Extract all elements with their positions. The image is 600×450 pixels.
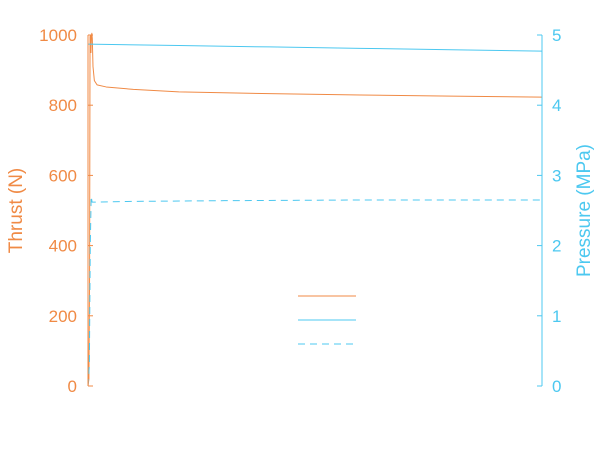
right-tick-label: 0 xyxy=(552,377,561,396)
left-axis: 0 200 400 600 800 1000 xyxy=(39,26,93,396)
left-tick-label: 800 xyxy=(49,96,77,115)
series-line-3 xyxy=(87,195,542,387)
series-line-1 xyxy=(87,32,543,387)
right-tick-label: 5 xyxy=(552,26,561,45)
left-tick-label: 1000 xyxy=(39,26,77,45)
right-tick-label: 4 xyxy=(552,96,561,115)
series-line-2 xyxy=(87,43,543,52)
right-axis-title: Pressure (MPa) xyxy=(574,144,595,277)
right-tick-label: 2 xyxy=(552,237,561,256)
right-axis: 0 1 2 3 4 5 xyxy=(537,26,561,396)
left-tick-label: 200 xyxy=(49,307,77,326)
right-tick-label: 3 xyxy=(552,166,561,185)
legend xyxy=(298,295,356,345)
right-ticks: 0 1 2 3 4 5 xyxy=(537,26,561,396)
series-layer xyxy=(87,32,543,387)
left-tick-label: 600 xyxy=(49,166,77,185)
left-tick-label: 400 xyxy=(49,237,77,256)
right-tick-label: 1 xyxy=(552,307,561,326)
left-tick-label: 0 xyxy=(68,377,77,396)
left-axis-title: Thrust (N) xyxy=(6,168,27,254)
left-ticks: 0 200 400 600 800 1000 xyxy=(39,26,93,396)
